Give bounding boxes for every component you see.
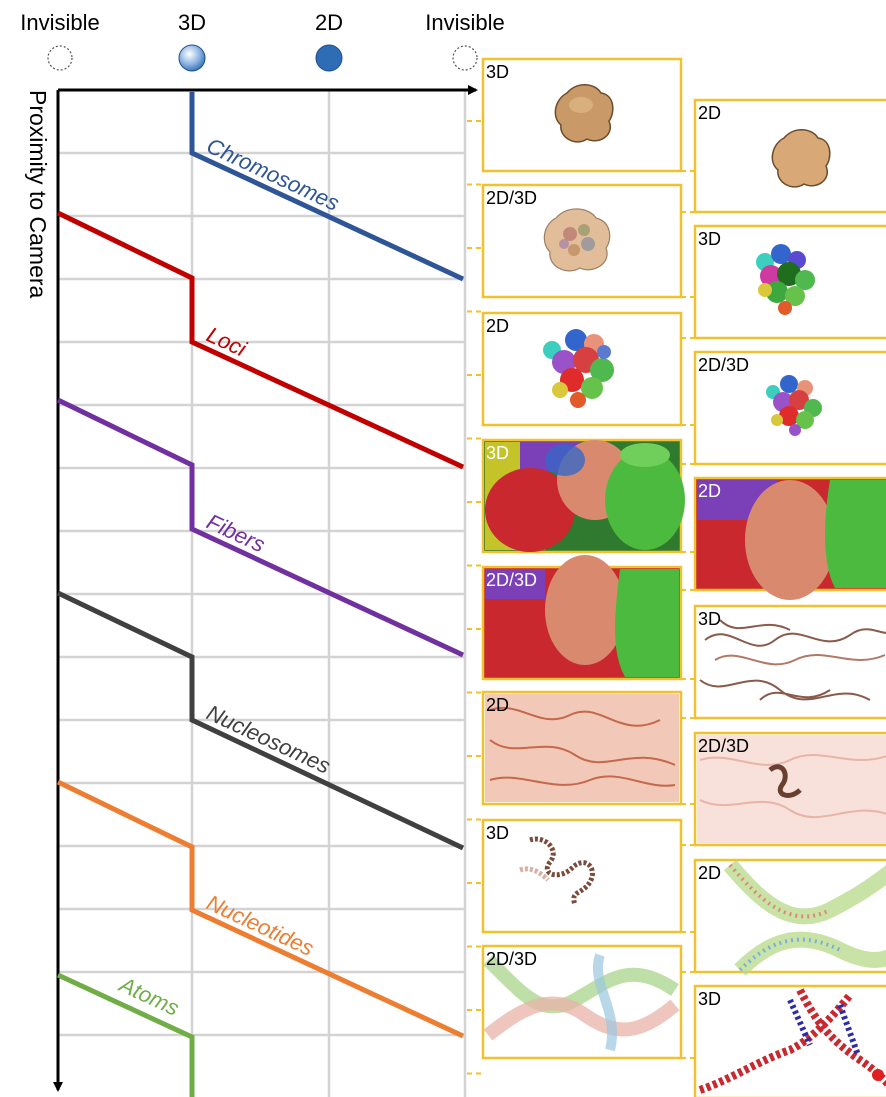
panel-label: 2D — [698, 481, 721, 501]
level-label-chromosomes: Chromosomes — [203, 133, 343, 216]
nucleotides-line — [56, 779, 465, 1039]
panel-label: 2D/3D — [486, 188, 537, 208]
panel-3d-atoms: 3D — [693, 984, 886, 1097]
fibers-line — [56, 397, 465, 658]
header-2d: 2D — [315, 10, 343, 35]
axis-label-proximity: Proximity to Camera — [25, 90, 51, 299]
panel-label: 3D — [698, 229, 721, 249]
header-3d: 3D — [178, 10, 206, 35]
level-label-nucleosomes: Nucleosomes — [203, 700, 334, 779]
header-invisible-left: Invisible — [20, 10, 99, 35]
panel-label: 2D — [486, 316, 509, 336]
panel-label: 2D/3D — [698, 736, 749, 756]
atoms-line — [56, 972, 195, 1097]
panel-2d-dna-helix: 2D — [693, 858, 886, 976]
panel-3d-fibers: 3D — [693, 604, 886, 720]
panel-2d3d-chromosome-translucent: 2D/3D — [481, 183, 683, 299]
panel-2d-chromosome-surface: 2D — [693, 98, 886, 214]
nucleosomes-line — [56, 590, 465, 851]
panel-2d3d-fibers: 2D/3D — [693, 731, 886, 847]
panel-column-left: 3D 2D/3D — [481, 57, 685, 1060]
3d-sphere-icon — [178, 44, 206, 72]
invisible-circle-icon — [47, 45, 73, 71]
panel-label: 2D/3D — [698, 355, 749, 375]
panel-column-right: 2D 3D — [693, 98, 886, 1097]
panel-label: 3D — [486, 443, 509, 463]
loci-line — [56, 210, 465, 470]
panel-2d3d-dna-helix: 2D/3D — [481, 944, 683, 1060]
panel-label: 2D/3D — [486, 570, 537, 590]
2d-disc-icon — [315, 44, 343, 72]
chromosomes-line — [189, 92, 465, 282]
panel-2d3d-colored-chromosomes: 2D/3D — [693, 350, 886, 466]
header-invisible-right: Invisible — [425, 10, 504, 35]
panel-3d-loci-closeup: 3D — [481, 438, 685, 554]
invisible-circle-icon — [452, 45, 478, 71]
panel-3d-nucleosome-strand: 3D — [481, 818, 683, 934]
panel-2d-colored-chromosomes: 2D — [481, 311, 683, 427]
panel-label: 2D/3D — [486, 949, 537, 969]
panel-2d-fibers: 2D — [481, 690, 683, 806]
panel-label: 2D — [698, 103, 721, 123]
grid — [58, 90, 467, 1097]
panel-2d-loci-closeup: 2D — [693, 476, 886, 600]
level-label-atoms: Atoms — [114, 971, 183, 1021]
panel-connectors — [467, 120, 695, 1075]
panel-2d3d-loci-closeup: 2D/3D — [481, 555, 683, 681]
panel-3d-colored-chromosomes: 3D — [693, 224, 886, 340]
panel-label: 3D — [486, 62, 509, 82]
level-lines — [56, 92, 465, 1097]
panel-label: 3D — [698, 609, 721, 629]
panel-label: 3D — [486, 823, 509, 843]
panel-3d-chromosome-surface: 3D — [481, 57, 683, 173]
panel-label: 2D — [486, 695, 509, 715]
panel-label: 3D — [698, 989, 721, 1009]
panel-label: 2D — [698, 863, 721, 883]
